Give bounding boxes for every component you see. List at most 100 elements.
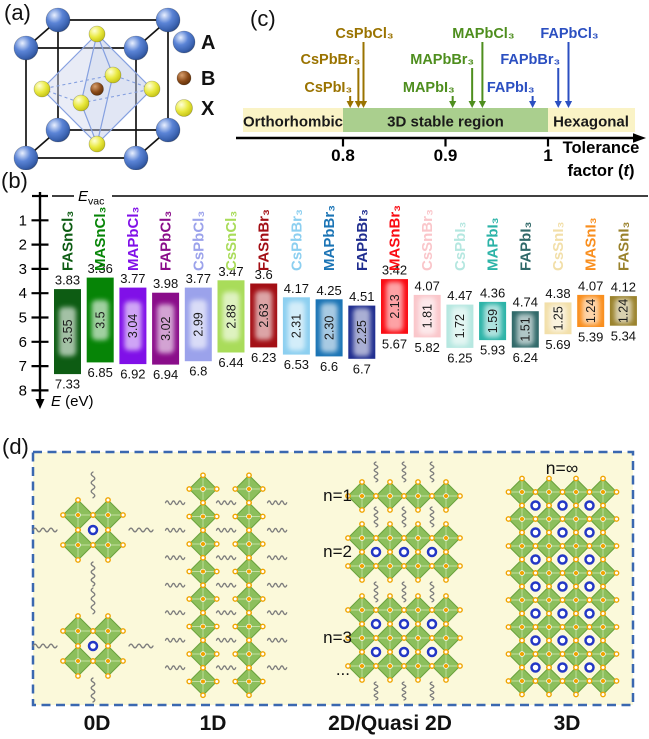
compound-marker-label: MAPbI₃ — [403, 80, 455, 96]
cbm-value: 3.42 — [382, 263, 407, 278]
cbm-value: 4.12 — [611, 280, 636, 295]
a-cation — [87, 640, 99, 652]
vbm-value: 6.25 — [447, 350, 472, 365]
gap-value: 1.81 — [421, 304, 435, 328]
compound-label: MASnCl₃ — [92, 207, 109, 271]
dim-label-3d: 3D — [553, 712, 581, 735]
organic-ligand-squiggle — [215, 527, 237, 533]
vbm-value: 5.69 — [545, 337, 570, 352]
x-site-sphere-front — [72, 94, 90, 112]
compound-label: FASnCl₃ — [60, 211, 77, 271]
organic-ligand-squiggle — [401, 506, 407, 528]
organic-ligand-squiggle — [373, 461, 379, 483]
organic-ligand-squiggle — [215, 582, 237, 588]
ellipsis-label: ... — [336, 660, 350, 679]
cbm-value: 4.47 — [447, 288, 472, 303]
gap-value: 2.31 — [290, 314, 304, 338]
gap-value: 1.24 — [617, 299, 631, 323]
tolerance-axis-label: Tolerance — [563, 139, 640, 157]
tolerance-tick-label: 1 — [543, 146, 552, 165]
band-bar: 3.55 3.83 7.33 FASnCl₃ — [54, 211, 81, 392]
organic-ligand-squiggle — [373, 506, 379, 528]
a-cation — [426, 546, 438, 558]
organic-ligand-squiggle — [266, 527, 288, 533]
a-cation — [398, 618, 410, 630]
organic-ligand-squiggle — [429, 581, 435, 603]
a-cation — [530, 500, 541, 511]
a-cation — [557, 554, 568, 565]
compound-marker-group: FAPbI₃ FAPbBr₃ FAPbCl₃ — [487, 26, 599, 108]
organic-ligand-squiggle — [164, 527, 186, 533]
organic-ligand-squiggle — [90, 561, 96, 587]
cbm-value: 3.77 — [120, 271, 145, 286]
compound-marker-group: MAPbI₃ MAPbBr₃ MAPbCl₃ — [403, 26, 515, 108]
cbm-value: 3.83 — [55, 273, 80, 288]
structure-2d: n=1 n=2 n=3... — [323, 461, 463, 701]
a-cation — [530, 554, 541, 565]
band-bar: 2.63 3.6 6.23 FASnBr₃ — [250, 209, 278, 365]
band-bar: 1.51 4.74 6.24 FAPbI₃ — [511, 221, 539, 365]
compound-marker-label: MAPbCl₃ — [452, 26, 514, 42]
a-cation — [584, 500, 595, 511]
a-cation — [557, 500, 568, 511]
vbm-value: 6.7 — [353, 361, 371, 376]
tolerance-axis-label2: factor (t) — [568, 162, 635, 180]
a-cation — [530, 608, 541, 619]
compound-label: MAPbI₃ — [485, 217, 502, 271]
compound-label: MAPbCl₃ — [125, 207, 142, 271]
vbm-value: 5.93 — [480, 343, 505, 358]
organic-ligand-squiggle — [164, 665, 186, 671]
dim-label-2d: 2D/Quasi 2D — [328, 712, 452, 735]
compound-marker-label: FAPbBr₃ — [500, 52, 560, 68]
gap-value: 3.55 — [61, 319, 75, 343]
vbm-value: 6.53 — [284, 357, 309, 372]
n2-label: n=2 — [323, 542, 352, 561]
cbm-value: 3.6 — [255, 267, 273, 282]
organic-ligand-squiggle — [90, 471, 96, 499]
dimensionality-diagram: n=1 n=2 n=3... n=∞ — [31, 450, 635, 707]
tolerance-tick-label: 0.8 — [331, 146, 355, 165]
a-cation — [530, 662, 541, 673]
evac-label: Evac — [78, 188, 104, 208]
vbm-value: 6.6 — [320, 359, 338, 374]
vbm-value: 6.94 — [153, 367, 178, 382]
vbm-value: 6.44 — [218, 355, 243, 370]
vbm-value: 5.39 — [578, 330, 603, 345]
organic-ligand-squiggle — [32, 527, 58, 533]
gap-value: 3.5 — [94, 311, 108, 328]
panel-d-label: (d) — [2, 434, 29, 459]
band-bar: 1.81 4.07 5.82 CsSnBr₃ — [413, 209, 441, 355]
cbm-value: 4.51 — [349, 289, 374, 304]
organic-ligand-squiggle — [266, 555, 288, 561]
cbm-value: 4.74 — [513, 295, 538, 310]
b-site-legend-label: B — [201, 68, 215, 90]
organic-ligand-squiggle — [215, 555, 237, 561]
a-cation — [530, 581, 541, 592]
a-cation — [584, 662, 595, 673]
region-label: Hexagonal — [553, 114, 629, 131]
structure-0d — [32, 471, 154, 703]
band-bar: 3.02 3.98 6.94 FAPbCl₃ — [152, 211, 180, 382]
energy-tick-label: 3 — [19, 261, 27, 278]
energy-axis-label: E (eV) — [51, 393, 94, 410]
gap-value: 1.51 — [519, 317, 533, 341]
vbm-value: 7.33 — [55, 377, 80, 392]
octahedron-shape — [41, 33, 153, 145]
energy-tick-label: 6 — [19, 334, 27, 351]
organic-ligand-squiggle — [266, 637, 288, 643]
organic-ligand-squiggle — [266, 665, 288, 671]
cbm-value: 3.98 — [153, 276, 178, 291]
band-bar: 1.24 4.12 5.34 FASnI₃ — [609, 221, 637, 343]
a-cation — [398, 546, 410, 558]
compound-marker-label: CsPbI₃ — [304, 80, 352, 96]
panel-a-label: (a) — [4, 0, 31, 25]
organic-ligand-squiggle — [90, 587, 96, 615]
organic-ligand-squiggle — [164, 637, 186, 643]
compound-label: MAPbBr₃ — [321, 205, 338, 271]
band-bar: 2.99 3.77 6.8 CsPbCl₃ — [184, 211, 212, 379]
cbm-value: 4.36 — [480, 285, 505, 300]
a-cation — [370, 546, 382, 558]
a-site-spheres-back — [45, 7, 181, 143]
band-bar: 2.30 4.25 6.6 MAPbBr₃ — [315, 205, 343, 374]
